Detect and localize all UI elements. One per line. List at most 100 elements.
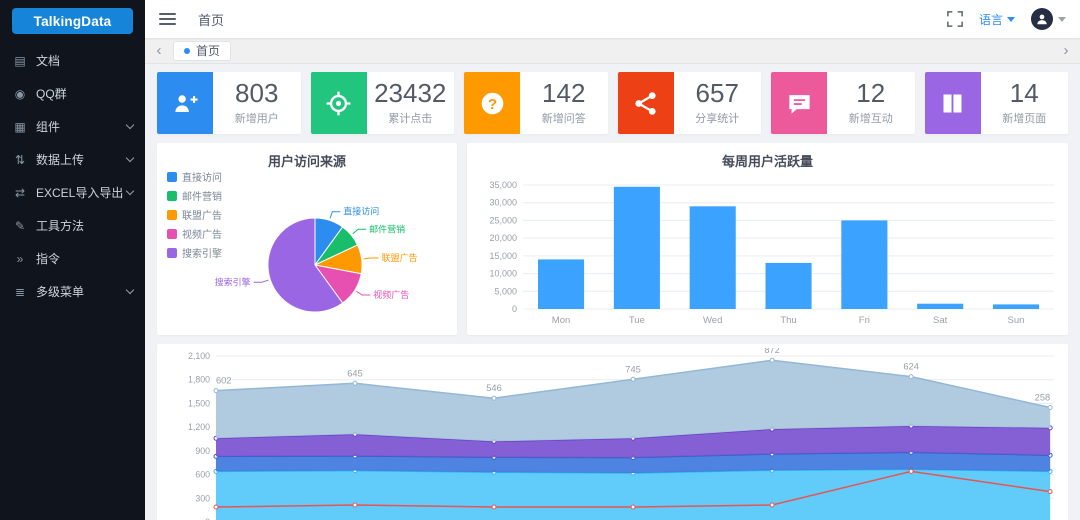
stat-label: 新增用户 (234, 113, 279, 126)
bar-Sun[interactable] (992, 304, 1040, 309)
message-icon (771, 72, 827, 134)
bar-Mon[interactable] (538, 259, 585, 309)
data-point-marker (1047, 489, 1053, 495)
y-tick-label: 1,800 (188, 375, 210, 385)
y-tick-label: 0 (512, 304, 517, 314)
legend-item-搜索引擎[interactable]: 搜索引擎 (167, 245, 222, 260)
tabs-scroll-left-button[interactable]: ‹ (151, 43, 167, 58)
y-tick-label: 5,000 (495, 286, 518, 296)
data-point-marker (491, 504, 497, 510)
app-logo[interactable]: TalkingData (12, 8, 133, 34)
y-tick-label: 0 (205, 517, 210, 520)
bar-Thu[interactable] (765, 262, 812, 309)
stat-label: 新增页面 (1002, 113, 1047, 126)
stat-text: 12 新增互动 (827, 72, 915, 134)
active-tab-dot-icon (184, 47, 190, 54)
pie-slice-搜索引擎[interactable] (267, 217, 344, 313)
chevron-down-icon (1058, 16, 1066, 26)
data-point-marker (213, 388, 219, 394)
stat-card-4: 657 分享统计 (617, 72, 762, 134)
y-tick-label: 15,000 (490, 251, 518, 261)
tab-label: 首页 (196, 44, 221, 58)
x-tick-label: Wed (703, 315, 722, 326)
chevron-down-icon (125, 120, 135, 130)
menu-toggle-icon[interactable] (159, 13, 176, 25)
nav-item-icon: ⇄ (14, 185, 26, 200)
point-value-label: 872 (764, 348, 780, 355)
y-tick-label: 300 (195, 493, 210, 503)
legend-item-邮件营销[interactable]: 邮件营销 (167, 188, 222, 203)
sidebar-item-label: QQ群 (36, 87, 67, 101)
language-selector[interactable]: 语言 (979, 11, 1015, 28)
stacked-area-chart[interactable]: 0 300 600 900 1,200 1,500 1,800 2,100 602 645 546 7… (167, 348, 1058, 520)
sidebar-item-1[interactable]: ▤ 文档 (0, 44, 145, 77)
data-point-marker (908, 374, 914, 380)
data-point-marker (630, 376, 636, 382)
sidebar-item-label: 工具方法 (36, 219, 85, 233)
weekly-active-panel: 每周用户活跃量 0 5,000 10,000 15,000 20,000 25,000 30… (467, 143, 1068, 335)
sidebar-item-label: 指令 (36, 252, 61, 266)
fullscreen-icon[interactable] (947, 11, 963, 27)
legend-swatch (167, 209, 177, 220)
stat-label: 新增问答 (541, 113, 586, 126)
nav-item-icon: ◉ (14, 86, 26, 101)
data-point-marker (352, 380, 358, 386)
point-value-label: 258 (1035, 391, 1051, 402)
tabs-scroll-right-button[interactable]: › (1058, 43, 1074, 58)
point-value-label: 645 (347, 367, 363, 378)
sidebar-item-2[interactable]: ◉ QQ群 (0, 77, 145, 110)
stat-label: 累计点击 (388, 113, 433, 126)
sidebar-item-7[interactable]: » 指令 (0, 242, 145, 275)
breadcrumb: 首页 (198, 12, 225, 28)
chevron-down-icon (1007, 16, 1015, 26)
y-tick-label: 600 (195, 470, 210, 480)
tab-home[interactable]: 首页 (173, 40, 232, 61)
legend-label: 邮件营销 (182, 192, 222, 203)
language-label: 语言 (978, 12, 1003, 27)
stat-value: 23432 (374, 77, 447, 108)
svg-text:?: ? (487, 95, 496, 112)
nav-item-icon: ⇅ (14, 152, 26, 167)
stat-text: 657 分享统计 (674, 72, 762, 134)
pie-slice-label: 邮件营销 (369, 223, 405, 234)
stat-value: 657 (695, 77, 739, 108)
stat-text: 14 新增页面 (981, 72, 1069, 134)
data-point-marker (352, 502, 358, 508)
legend-swatch (167, 247, 177, 258)
stat-label: 新增互动 (848, 113, 893, 126)
area-band-steel-blue-top-band[interactable] (215, 360, 1051, 442)
area-band-sky-blue-band[interactable] (215, 469, 1051, 520)
legend-item-联盟广告[interactable]: 联盟广告 (167, 207, 222, 222)
sidebar-item-8[interactable]: ≣ 多级菜单 (0, 275, 145, 308)
stat-card-5: 12 新增互动 (771, 72, 915, 134)
legend-item-视频广告[interactable]: 视频广告 (167, 226, 222, 241)
bar-Sat[interactable] (917, 303, 964, 309)
legend-swatch (167, 228, 177, 239)
pie-legend: 直接访问邮件营销联盟广告视频广告搜索引擎 (167, 169, 222, 264)
sidebar-item-3[interactable]: ▦ 组件 (0, 110, 145, 143)
sidebar-item-4[interactable]: ⇅ 数据上传 (0, 143, 145, 176)
data-point-marker (630, 504, 636, 510)
sidebar-item-5[interactable]: ⇄ EXCEL导入导出 (0, 176, 145, 209)
user-menu[interactable] (1031, 8, 1066, 30)
stat-text: 142 新增问答 (520, 72, 608, 134)
bar-Fri[interactable] (841, 220, 888, 309)
stacked-area-panel: 0 300 600 900 1,200 1,500 1,800 2,100 602 645 546 7… (157, 344, 1068, 520)
y-tick-label: 1,200 (188, 422, 210, 432)
x-tick-label: Sun (1008, 315, 1025, 326)
visit-source-panel: 用户访问来源 直接访问 邮件营销 联盟广告 视频广告 搜索引擎 直接访问 邮件营销 联盟广告… (157, 143, 457, 335)
area-band-royal-blue-band[interactable] (215, 452, 1051, 473)
point-value-label: 745 (625, 363, 641, 374)
data-point-marker (491, 395, 497, 401)
sidebar: TalkingData ▤ 文档 ◉ QQ群 ▦ 组件 ⇅ 数据上传 ⇄ EXCEL导入导出 ✎ 工具… (0, 0, 145, 520)
add-user-icon (157, 72, 213, 134)
bar-Tue[interactable] (613, 186, 660, 309)
area-band-purple-band[interactable] (215, 426, 1051, 458)
charts-row: 用户访问来源 直接访问 邮件营销 联盟广告 视频广告 搜索引擎 直接访问 邮件营销 联盟广告… (157, 143, 1068, 335)
bar-Wed[interactable] (689, 206, 736, 309)
data-point-marker (769, 357, 775, 363)
bar-chart[interactable]: 0 5,000 10,000 15,000 20,000 25,000 30,000 35,0… (471, 171, 1064, 333)
legend-item-直接访问[interactable]: 直接访问 (167, 169, 222, 184)
sidebar-item-6[interactable]: ✎ 工具方法 (0, 209, 145, 242)
